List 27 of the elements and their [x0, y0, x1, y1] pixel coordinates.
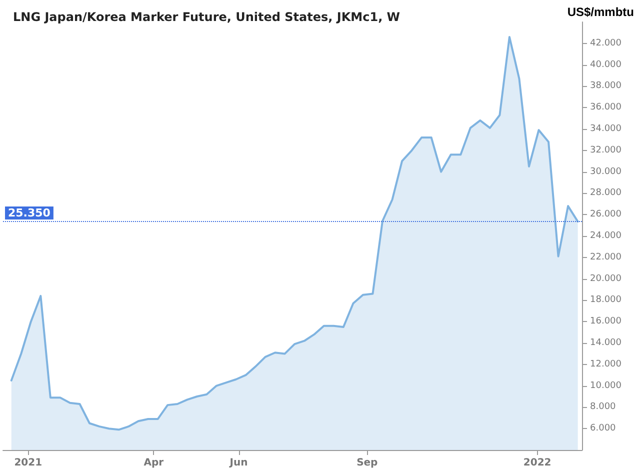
- y-tick-label: 8.000: [590, 402, 616, 412]
- y-tick-label: 22.000: [590, 252, 622, 262]
- y-tick-label: 36.000: [590, 102, 622, 113]
- ref-line-label: 25.350: [8, 206, 51, 220]
- y-tick-label: 32.000: [590, 145, 622, 156]
- y-tick-label: 42.000: [590, 38, 622, 48]
- y-tick-label: 10.000: [590, 380, 622, 391]
- y-tick-label: 28.000: [590, 188, 622, 198]
- y-tick-label: 14.000: [590, 338, 622, 348]
- y-tick-label: 6.000: [590, 424, 616, 434]
- y-tick-label: 40.000: [590, 60, 622, 70]
- y-tick-label: 16.000: [590, 316, 622, 327]
- x-tick-label: Jun: [228, 458, 248, 468]
- y-tick-label: 12.000: [590, 359, 622, 370]
- x-tick-label: Sep: [356, 458, 378, 468]
- y-axis-title: US$/mmbtu: [567, 5, 634, 19]
- chart-title: LNG Japan/Korea Marker Future, United States, JKMc1, W: [13, 10, 400, 24]
- y-tick-label: 38.000: [590, 81, 622, 92]
- y-tick-label: 26.000: [590, 210, 622, 220]
- x-tick-label: 2022: [523, 458, 552, 468]
- y-tick-label: 30.000: [590, 166, 622, 177]
- y-tick-label: 24.000: [590, 231, 622, 241]
- y-tick-label: 18.000: [590, 295, 622, 306]
- x-tick-label: Apr: [144, 458, 164, 468]
- y-tick-label: 20.000: [590, 274, 622, 284]
- x-tick-label: 2021: [14, 458, 42, 468]
- y-tick-label: 34.000: [590, 124, 622, 134]
